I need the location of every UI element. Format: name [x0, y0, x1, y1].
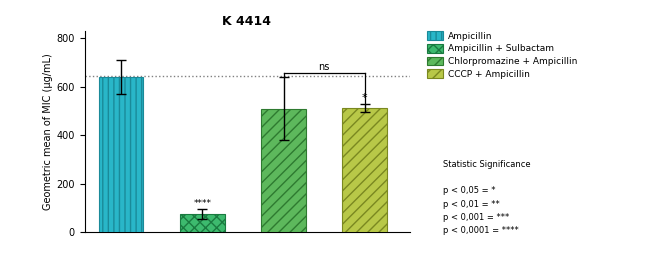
Text: Statistic Significance

p < 0,05 = *
p < 0,01 = **
p < 0,001 = ***
p < 0,0001 = : Statistic Significance p < 0,05 = * p < …: [443, 160, 530, 235]
Text: *: *: [362, 93, 368, 103]
Bar: [99, 77, 144, 232]
Bar: [180, 214, 225, 232]
Bar: [343, 108, 387, 232]
Legend: Ampicillin, Ampicillin + Sulbactam, Chlorpromazine + Ampicillin, CCCP + Ampicill: Ampicillin, Ampicillin + Sulbactam, Chlo…: [427, 31, 577, 78]
Text: ns: ns: [318, 62, 330, 72]
Y-axis label: Geometric mean of MIC (μg/mL): Geometric mean of MIC (μg/mL): [44, 53, 53, 210]
Bar: [261, 109, 306, 232]
Title: K 4414: K 4414: [222, 15, 272, 28]
Text: ****: ****: [193, 199, 211, 208]
